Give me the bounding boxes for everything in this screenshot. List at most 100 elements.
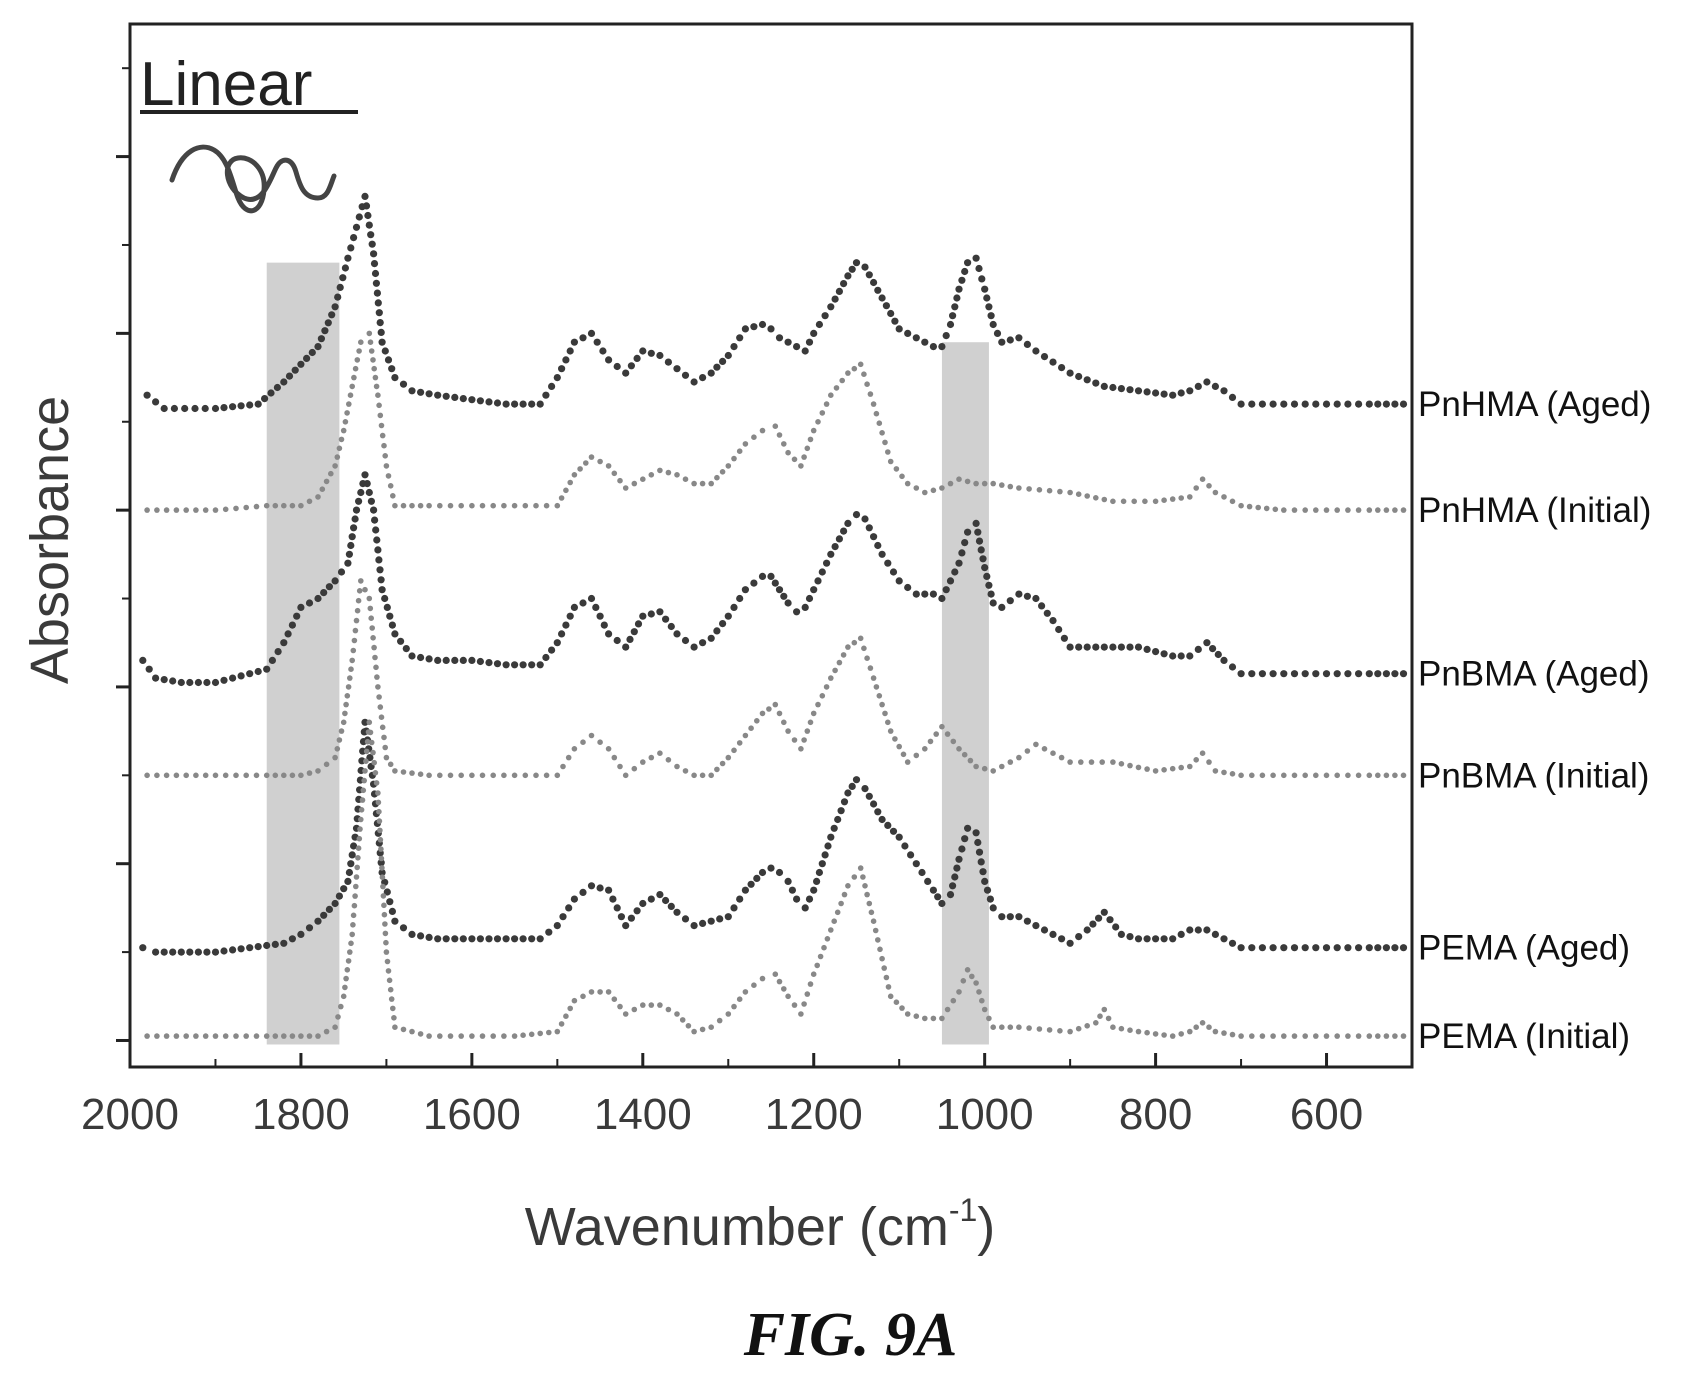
data-point [378, 714, 385, 720]
data-point [384, 356, 393, 364]
data-point [861, 515, 869, 523]
data-point [864, 381, 870, 388]
data-point [1237, 400, 1245, 408]
data-point [501, 502, 507, 509]
data-point [1177, 389, 1185, 397]
data-point [1134, 643, 1143, 651]
data-point [913, 752, 920, 759]
data-point [202, 1033, 209, 1039]
data-point [1152, 1031, 1159, 1037]
data-point [375, 309, 383, 317]
data-point [315, 1033, 321, 1039]
data-point [1186, 926, 1194, 934]
data-point [788, 886, 797, 894]
data-point [639, 899, 647, 908]
data-point [306, 770, 313, 776]
data-point [1040, 353, 1049, 361]
data-point [844, 789, 852, 797]
data-point [1193, 757, 1199, 763]
data-point [381, 734, 387, 741]
data-point [989, 599, 997, 607]
data-point [371, 644, 377, 651]
data-point [784, 599, 792, 607]
data-point [907, 851, 915, 859]
data-point [912, 334, 920, 342]
data-point [929, 886, 938, 894]
data-point [823, 684, 830, 690]
data-point [958, 549, 966, 557]
data-point [1026, 1025, 1032, 1031]
data-point [861, 645, 867, 652]
data-point [536, 935, 544, 943]
data-point [442, 392, 450, 400]
highlight-band-2 [941, 342, 989, 1045]
data-point [323, 1028, 330, 1035]
data-point [344, 559, 352, 567]
data-point [1186, 652, 1194, 660]
data-point [376, 319, 384, 327]
data-point [862, 883, 868, 889]
data-point [202, 772, 209, 779]
data-point [885, 719, 891, 726]
data-point [579, 599, 587, 607]
data-point [824, 842, 832, 850]
data-point [344, 254, 352, 262]
data-point [1193, 485, 1199, 491]
data-point [274, 648, 282, 656]
data-point [949, 312, 957, 320]
x-tick-label: 1000 [936, 1090, 1034, 1139]
data-point [183, 1033, 189, 1039]
data-point [1187, 1028, 1193, 1035]
data-point [736, 996, 743, 1002]
data-point [1322, 670, 1331, 678]
data-point [1118, 1025, 1125, 1032]
data-point [1083, 926, 1091, 934]
data-point [631, 1006, 638, 1013]
data-point [1209, 645, 1217, 653]
data-point [297, 360, 305, 368]
data-point [1291, 772, 1298, 779]
data-point [338, 1003, 344, 1010]
data-point [363, 758, 369, 764]
data-point [901, 842, 909, 850]
data-point [708, 1024, 714, 1030]
data-point [990, 768, 996, 774]
data-point [378, 422, 385, 429]
data-point [798, 1011, 804, 1017]
data-point [955, 855, 963, 863]
data-point [708, 480, 714, 487]
data-point [775, 586, 784, 594]
data-point [342, 419, 349, 425]
data-point [1110, 1024, 1116, 1030]
data-point [338, 436, 345, 443]
data-point [193, 772, 199, 779]
data-point [267, 389, 275, 397]
data-point [1228, 939, 1237, 947]
data-point [597, 739, 603, 745]
data-point [1088, 759, 1095, 765]
data-point [1355, 1033, 1362, 1039]
data-point [830, 824, 838, 832]
data-point [804, 445, 811, 452]
x-tick-label: 800 [1119, 1090, 1192, 1139]
data-point [767, 864, 775, 872]
data-point [828, 675, 834, 681]
data-point [781, 719, 787, 726]
data-point [987, 590, 995, 598]
data-point [554, 502, 561, 509]
series-label: PEMA (Initial) [1418, 1017, 1630, 1056]
data-point [366, 330, 373, 337]
data-point [1040, 926, 1049, 934]
data-point [193, 507, 199, 513]
data-point [753, 874, 761, 883]
data-point [186, 678, 194, 687]
data-point [362, 202, 371, 210]
data-point [611, 996, 618, 1002]
data-point [485, 659, 493, 667]
data-point [949, 882, 957, 890]
data-point [469, 502, 475, 509]
data-point [375, 790, 381, 796]
data-point [866, 900, 873, 907]
data-point [972, 829, 980, 837]
data-point [332, 1024, 338, 1030]
